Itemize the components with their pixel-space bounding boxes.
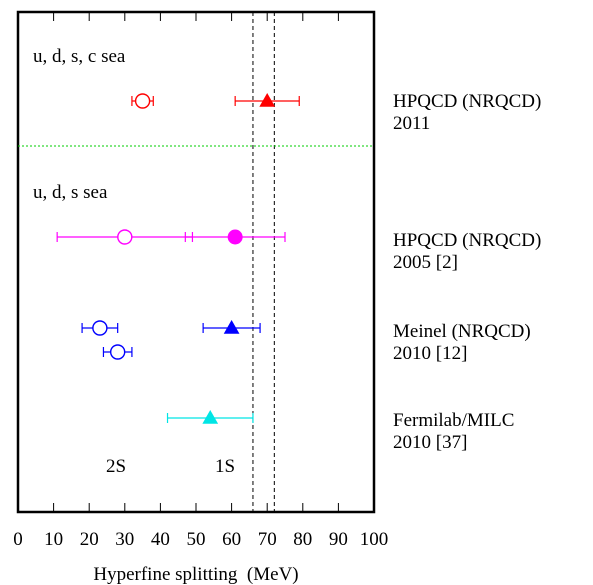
x-tick-label: 60 <box>222 529 241 550</box>
error-bars <box>56 96 300 423</box>
group-label-hpqcd-2005: HPQCD (NRQCD) 2005 [2] <box>393 230 541 273</box>
group-label-line1: Fermilab/MILC <box>393 410 514 431</box>
plot-frame <box>16 10 376 514</box>
section-label-3f: u, d, s sea <box>33 182 108 203</box>
marker-filled-triangle <box>202 409 219 424</box>
group-label-meinel-2010: Meinel (NRQCD) 2010 [12] <box>393 321 531 364</box>
x-tick-label: 10 <box>44 529 63 550</box>
x-tick-label: 90 <box>329 529 348 550</box>
group-label-line2: 2005 [2] <box>393 252 458 273</box>
marker-filled-triangle <box>259 92 276 107</box>
reference-lines <box>252 12 275 512</box>
group-label-fermilab-2010: Fermilab/MILC 2010 [37] <box>393 410 514 453</box>
group-label-line2: 2010 [12] <box>393 343 467 364</box>
x-axis-tick-labels: 0 10 20 30 40 50 60 70 80 90 100 <box>13 529 388 550</box>
x-tick-label: 50 <box>187 529 206 550</box>
group-label-line1: Meinel (NRQCD) <box>393 321 531 342</box>
marker-filled-triangle <box>223 319 240 334</box>
markers <box>92 92 276 424</box>
x-tick-label: 0 <box>13 529 23 550</box>
section-label-4f: u, d, s, c sea <box>33 46 126 67</box>
x-tick-label: 30 <box>115 529 134 550</box>
column-label-2s: 2S <box>106 456 126 477</box>
x-tick-label: 80 <box>293 529 312 550</box>
group-label-hpqcd-2011: HPQCD (NRQCD) 2011 <box>393 91 541 134</box>
group-label-line2: 2010 [37] <box>393 432 467 453</box>
column-label-1s: 1S <box>215 456 235 477</box>
group-label-line1: HPQCD (NRQCD) <box>393 230 541 251</box>
group-label-line2: 2011 <box>393 113 430 134</box>
group-label-line1: HPQCD (NRQCD) <box>393 91 541 112</box>
x-tick-label: 70 <box>258 529 277 550</box>
marker-open-circle <box>109 344 126 360</box>
x-axis-ticks <box>17 12 375 512</box>
marker-open-circle <box>117 229 133 245</box>
x-tick-label: 40 <box>151 529 170 550</box>
x-tick-label: 20 <box>80 529 99 550</box>
x-tick-label: 100 <box>360 529 389 550</box>
marker-filled-circle <box>227 229 243 245</box>
marker-open-circle <box>134 93 151 109</box>
x-axis-label: Hyperfine splitting (MeV) <box>93 564 298 585</box>
marker-open-circle <box>92 320 108 336</box>
